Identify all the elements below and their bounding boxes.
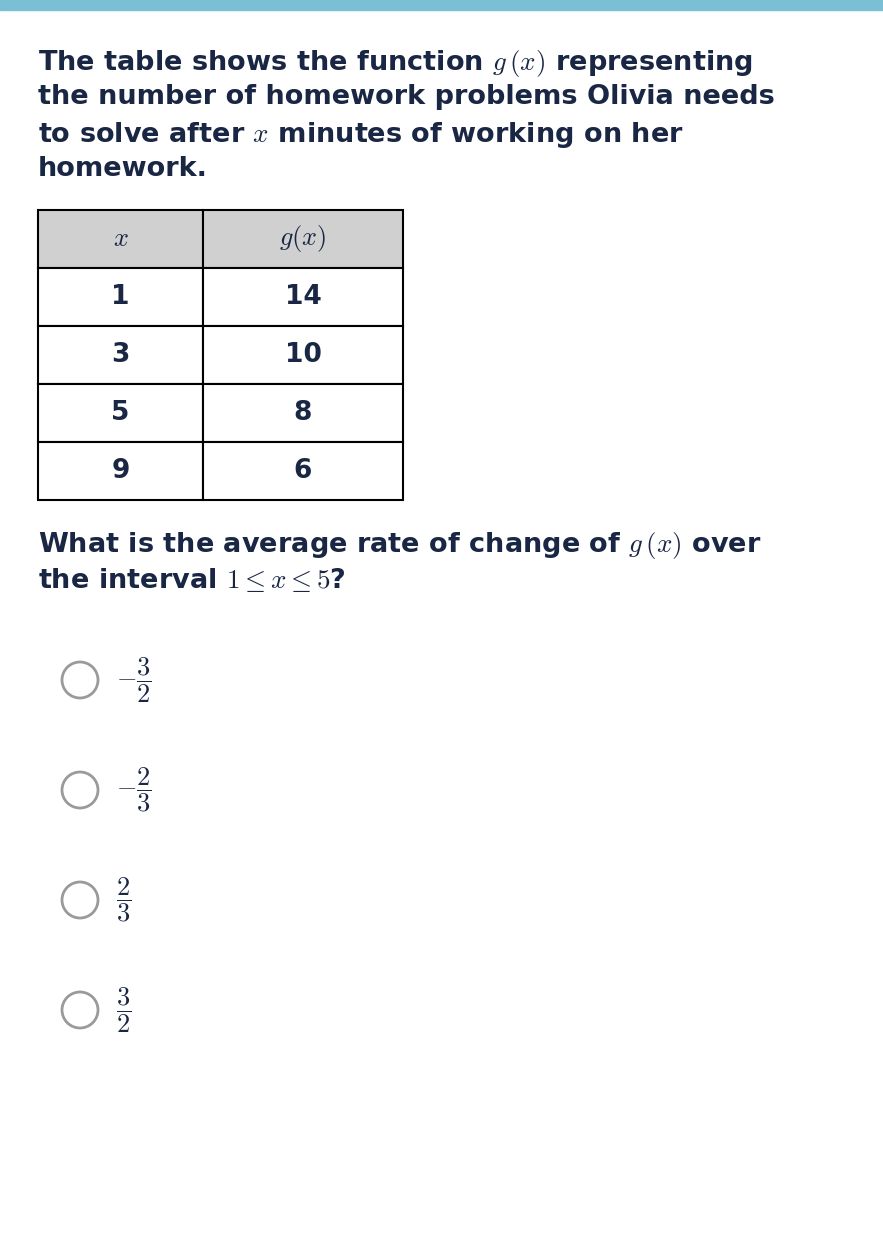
Text: $-\dfrac{3}{2}$: $-\dfrac{3}{2}$ [116,655,152,705]
Bar [38,384,203,442]
Bar [38,326,203,384]
Text: $\dfrac{2}{3}$: $\dfrac{2}{3}$ [116,876,132,924]
Text: $-\dfrac{2}{3}$: $-\dfrac{2}{3}$ [116,766,152,814]
Bar [38,268,203,326]
Bar [203,384,403,442]
Bar [38,210,203,268]
Text: homework.: homework. [38,156,208,182]
Bar [38,442,203,500]
Bar [0,0,883,10]
Text: What is the average rate of change of $g\,(x)$ over: What is the average rate of change of $g… [38,530,761,562]
Text: to solve after $x$ minutes of working on her: to solve after $x$ minutes of working on… [38,120,683,150]
Text: 10: 10 [284,342,321,368]
Bar [203,268,403,326]
Text: $g(x)$: $g(x)$ [279,223,327,255]
Text: 3: 3 [111,342,130,368]
Text: 14: 14 [284,285,321,310]
Text: 9: 9 [111,458,130,484]
Bar [203,326,403,384]
Text: the interval $1 \leq x \leq 5$?: the interval $1 \leq x \leq 5$? [38,567,346,594]
Text: 1: 1 [111,285,130,310]
Text: 8: 8 [294,401,313,426]
Text: 5: 5 [111,401,130,426]
Bar [203,210,403,268]
Text: 6: 6 [294,458,313,484]
Bar [203,442,403,500]
Text: The table shows the function $g\,(x)$ representing: The table shows the function $g\,(x)$ re… [38,47,753,79]
Text: the number of homework problems Olivia needs: the number of homework problems Olivia n… [38,84,774,110]
Text: $x$: $x$ [113,226,128,252]
Text: $\dfrac{3}{2}$: $\dfrac{3}{2}$ [116,986,132,1035]
